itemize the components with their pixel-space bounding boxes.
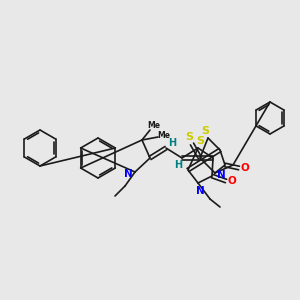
Text: S: S	[185, 132, 193, 142]
Text: O: O	[241, 163, 249, 173]
Text: S: S	[201, 126, 209, 136]
Text: H: H	[168, 138, 176, 148]
Text: S: S	[196, 136, 204, 146]
Text: Me: Me	[148, 122, 160, 130]
Text: H: H	[174, 160, 182, 170]
Text: N: N	[217, 170, 225, 180]
Text: Me: Me	[158, 130, 170, 140]
Text: N: N	[196, 186, 204, 196]
Text: O: O	[228, 176, 236, 186]
Text: N: N	[124, 169, 132, 179]
